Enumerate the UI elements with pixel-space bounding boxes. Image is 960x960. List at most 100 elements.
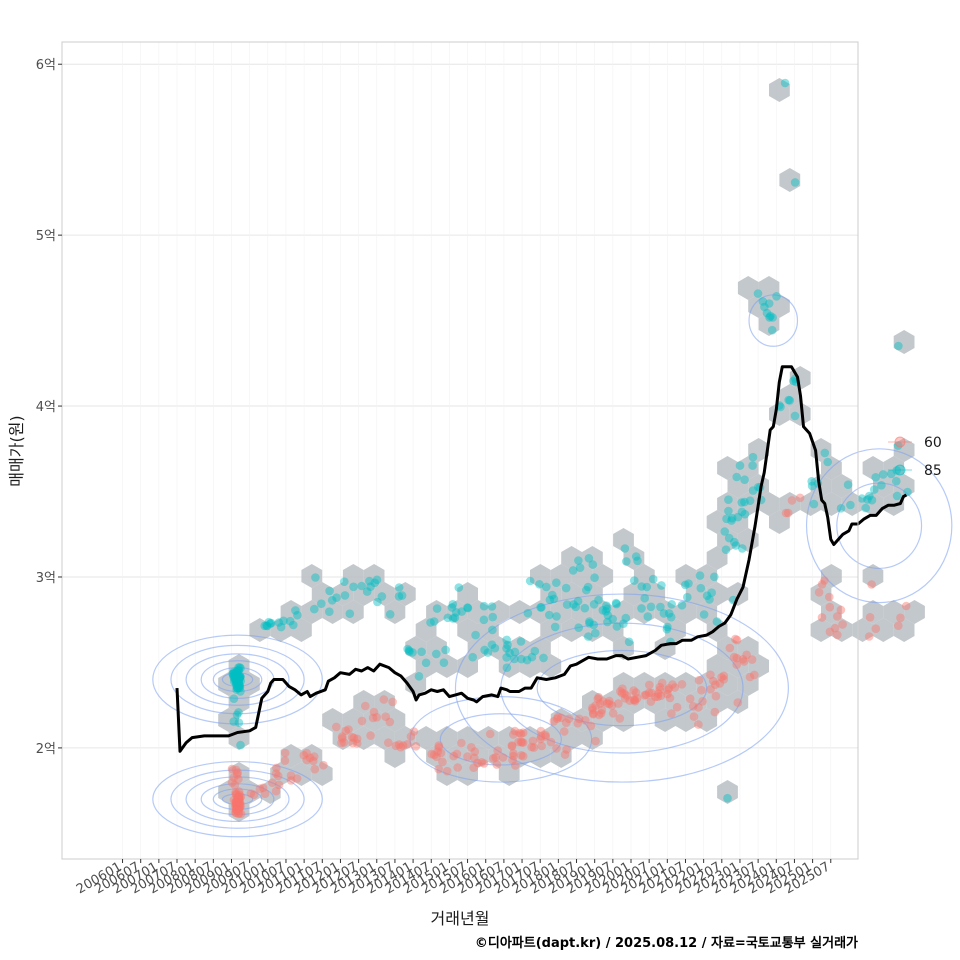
point-85 [861, 503, 870, 513]
point-85 [659, 609, 669, 618]
density-contour [152, 760, 323, 838]
point-60 [385, 717, 395, 727]
point-85 [666, 612, 676, 622]
point-60 [232, 797, 241, 807]
hexbin-cell [530, 600, 551, 624]
point-85 [789, 376, 798, 386]
legend-label-85: 85 [924, 463, 942, 479]
point-85 [317, 599, 326, 608]
hexbin-cell [582, 582, 603, 606]
point-60 [337, 732, 347, 741]
hexbin-cell [769, 510, 790, 534]
point-85 [234, 718, 244, 727]
point-85 [846, 500, 855, 510]
hexbin-cell [717, 528, 738, 552]
point-60 [656, 691, 666, 700]
point-85 [463, 603, 472, 612]
point-60 [630, 696, 640, 706]
point-85 [394, 583, 404, 592]
hexbin-cell [779, 492, 801, 516]
point-60 [229, 795, 239, 805]
point-85 [608, 614, 617, 624]
point-85 [807, 477, 816, 486]
point-85 [421, 658, 431, 668]
point-60 [233, 770, 242, 779]
point-85 [233, 667, 242, 677]
hexbin-cell [270, 618, 291, 642]
hexbin-cell [727, 474, 749, 498]
point-85 [266, 618, 276, 628]
point-60 [337, 738, 346, 748]
point-60 [452, 749, 462, 759]
point-60 [781, 508, 791, 518]
point-60 [516, 729, 526, 739]
density-contour [439, 713, 562, 766]
point-60 [409, 727, 419, 736]
hexbin-cell [633, 600, 655, 624]
point-60 [233, 796, 242, 806]
point-60 [663, 689, 672, 699]
point-60 [352, 739, 362, 748]
point-85 [234, 680, 244, 689]
point-60 [234, 792, 243, 802]
point-85 [730, 537, 739, 547]
point-60 [596, 709, 606, 718]
point-60 [546, 737, 556, 747]
hexbin-cell [717, 456, 738, 480]
point-60 [614, 699, 623, 708]
point-60 [732, 660, 741, 669]
point-60 [529, 743, 539, 752]
hexbin-cell [571, 564, 593, 588]
point-85 [863, 495, 872, 504]
point-85 [234, 663, 243, 672]
point-60 [434, 764, 444, 774]
point-60 [233, 798, 242, 807]
point-85 [236, 687, 245, 696]
point-60 [814, 588, 824, 597]
trend-line [175, 365, 908, 753]
point-85 [762, 308, 772, 318]
hexbin-cell [613, 636, 634, 660]
hexbin-cell [436, 654, 458, 678]
point-85 [622, 557, 631, 566]
hexbin-cell [374, 690, 395, 714]
point-60 [286, 776, 296, 785]
point-60 [232, 805, 242, 814]
point-85 [588, 560, 598, 569]
density-contour [454, 593, 789, 783]
point-60 [594, 692, 603, 702]
hexbin-cell [665, 690, 686, 714]
hexbin-cell [384, 744, 406, 768]
hexbin-cell [446, 600, 468, 624]
point-60 [615, 714, 625, 723]
point-60 [597, 705, 607, 715]
point-60 [509, 730, 518, 739]
hexbin-cell [602, 690, 624, 714]
point-60 [715, 679, 725, 688]
hexbin-cell [893, 618, 915, 642]
point-85 [235, 663, 244, 672]
point-85 [525, 576, 535, 586]
point-85 [721, 545, 731, 554]
hexbin-cell [737, 456, 759, 480]
hexbin-cell [717, 672, 738, 696]
point-60 [449, 751, 459, 761]
point-85 [235, 683, 245, 692]
hexbin-cell [862, 456, 884, 480]
point-60 [280, 748, 290, 758]
hexbin-cell [446, 744, 468, 768]
density-contour [221, 672, 254, 687]
point-85 [426, 618, 435, 627]
density-contour [170, 769, 305, 829]
hexbin-cell [384, 708, 406, 732]
point-85 [663, 622, 672, 632]
point-60 [833, 612, 842, 621]
hexbin-cell [301, 744, 323, 768]
caption: ©디아파트(dapt.kr) / 2025.08.12 / 자료=국토교통부 실… [475, 935, 858, 951]
point-85 [740, 475, 749, 485]
point-85 [234, 708, 243, 717]
hexbin-cell [758, 276, 780, 300]
point-60 [258, 783, 268, 793]
y-tick-label: 4억 [36, 400, 56, 415]
